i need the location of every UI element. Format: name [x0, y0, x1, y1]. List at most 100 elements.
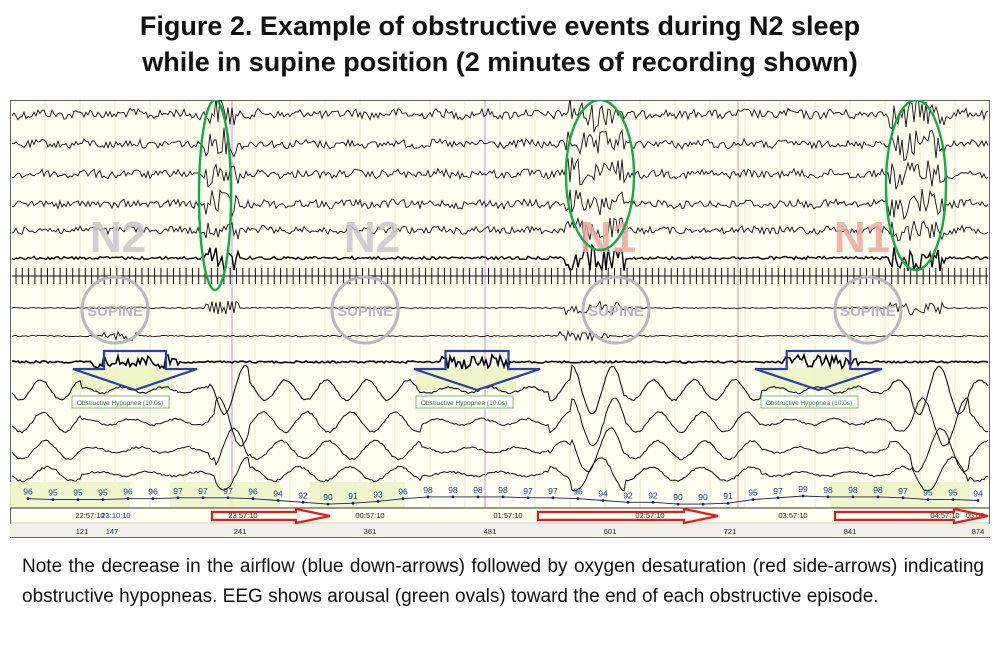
spo2-point — [851, 495, 855, 499]
spo2-point — [251, 497, 255, 501]
arousal-oval-1 — [197, 100, 233, 292]
spo2-value: 93 — [373, 489, 383, 499]
spo2-point — [426, 495, 430, 499]
position-circle-icon — [833, 275, 903, 345]
stage-label-4: N1 — [834, 213, 890, 262]
spo2-value: 98 — [448, 485, 458, 495]
spo2-value: 98 — [423, 485, 433, 495]
spo2-point — [401, 497, 405, 501]
spo2-point — [326, 502, 330, 506]
spo2-value: 96 — [248, 487, 258, 497]
spo2-point — [576, 497, 580, 501]
spo2-value: 90 — [323, 492, 333, 502]
spo2-value: 95 — [48, 488, 58, 498]
spo2-value: 98 — [823, 485, 833, 495]
epoch-row — [10, 524, 990, 537]
spo2-point — [751, 498, 755, 501]
thorax-effort-trace — [11, 397, 989, 447]
spo2-point — [301, 500, 305, 504]
position-label: SUPINE — [588, 303, 644, 320]
supine-marker-3: SUPINE — [581, 275, 651, 345]
event-label-text: Obstructive Hypopnea (10.0s) — [421, 400, 507, 407]
spo2-value: 96 — [148, 487, 158, 497]
sleep-stage-watermarks: N2 N2 N1 N1 — [90, 213, 890, 262]
eeg-trace-5 — [11, 216, 989, 242]
spo2-point — [76, 498, 80, 501]
time-label: 01:57:10 — [493, 511, 522, 520]
desat-arrow-3 — [833, 507, 989, 525]
airflow-decrease-arrows — [72, 349, 883, 392]
spo2-point — [901, 496, 905, 500]
eeg-trace-2 — [11, 127, 989, 162]
epoch-label: 874 — [972, 527, 985, 536]
spo2-value: 97 — [898, 486, 908, 496]
spo2-point — [526, 496, 530, 500]
event-label-3: Obstructive Hypopnea (10.0s) — [760, 395, 859, 409]
figure-title-line-1: Figure 2. Example of obstructive events … — [139, 11, 861, 41]
time-gridlines — [44, 101, 956, 508]
spo2-point — [726, 501, 730, 505]
time-label: 05:00 — [966, 511, 985, 520]
spo2-point — [476, 495, 480, 499]
event-label-2: Obstructive Hypopnea (10.0s) — [415, 395, 514, 409]
spo2-point — [776, 496, 780, 500]
spo2-value: 94 — [273, 489, 283, 499]
desat-band — [830, 482, 970, 508]
position-circle-icon — [581, 275, 651, 345]
spo2-value: 95 — [73, 488, 83, 498]
spo2-point — [651, 500, 655, 504]
spo2-value: 92 — [623, 490, 633, 500]
time-label: 03:57:10 — [778, 511, 807, 520]
spo2-value: 97 — [523, 486, 533, 496]
spo2-point — [26, 497, 30, 501]
spo2-point — [276, 499, 280, 502]
epoch-label: 361 — [364, 527, 377, 536]
airflow-arrow-3 — [754, 349, 883, 392]
spo2-readout-row: 96 95 95 95 96 96 97 97 97 96 94 92 90 91 93 96 98 98 98 98… — [23, 484, 983, 506]
spo2-point — [551, 496, 555, 500]
desat-band — [170, 482, 280, 508]
spo2-value: 97 — [198, 486, 208, 496]
spo2-point — [126, 497, 130, 501]
spo2-value: 98 — [498, 485, 508, 495]
eeg-trace-3 — [11, 157, 989, 190]
desat-arrow-1 — [210, 507, 331, 525]
position-label: SUPINE — [87, 303, 143, 320]
desaturation-arrows — [210, 507, 989, 525]
figure-title-line-2: while in supine position (2 minutes of r… — [142, 47, 858, 77]
arousal-oval-3 — [884, 100, 948, 272]
spo2-value: 98 — [873, 485, 883, 495]
position-label: SUPINE — [840, 303, 896, 320]
spo2-point — [876, 495, 880, 499]
spo2-value: 92 — [298, 490, 308, 500]
spo2-point — [701, 502, 705, 506]
spo2-point — [176, 496, 180, 500]
airflow-arrow-1 — [72, 349, 198, 392]
spo2-value: 95 — [748, 488, 758, 498]
leg-emg-trace — [11, 300, 989, 316]
signal-traces — [11, 100, 989, 492]
spo2-value: 95 — [923, 488, 933, 498]
time-label: 22:57:10 — [75, 511, 104, 520]
event-label-text: Obstructive Hypopnea (10.0s) — [77, 400, 163, 407]
epoch-label: 147 — [106, 527, 119, 536]
spo2-point — [951, 498, 955, 501]
spo2-point — [801, 494, 805, 498]
spo2-value: 92 — [648, 490, 658, 500]
snore-trace — [11, 329, 989, 343]
position-label: SUPINE — [337, 303, 393, 320]
spo2-point — [601, 499, 605, 502]
polysomnogram-panel: N2 N2 N1 N1 SUPINE SUPINE SUPINE SUPINE … — [10, 100, 990, 538]
epoch-label: 601 — [604, 527, 617, 536]
spo2-value: 91 — [723, 491, 733, 501]
abdomen-effort-trace — [11, 427, 989, 473]
position-circle-icon — [80, 275, 150, 345]
desat-band — [10, 482, 130, 508]
epoch-label: 481 — [484, 527, 497, 536]
spo2-value: 91 — [348, 491, 358, 501]
time-label: 23:57:10 — [228, 511, 257, 520]
spo2-point — [676, 502, 680, 506]
spo2-point — [101, 498, 105, 501]
spo2-value: 96 — [573, 487, 583, 497]
